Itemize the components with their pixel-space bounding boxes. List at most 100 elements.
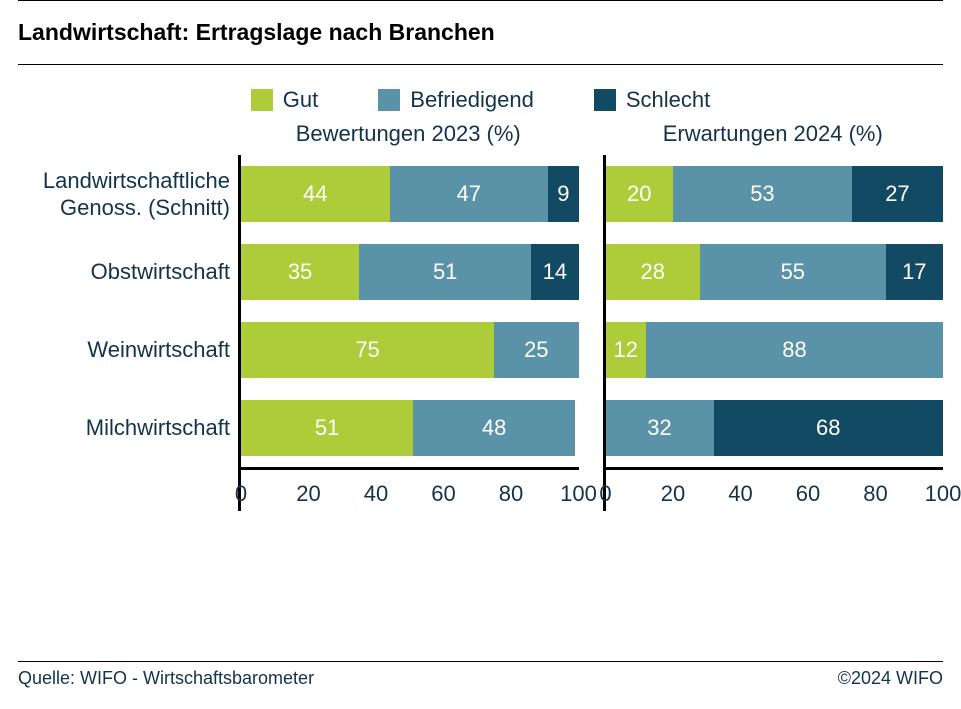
footer-source: Quelle: WIFO - Wirtschaftsbarometer — [18, 668, 314, 689]
chart-row: LandwirtschaftlicheGenoss. (Schnitt) 44 47… — [18, 155, 943, 233]
segment-schlecht: 27 — [852, 166, 943, 222]
segment-schlecht: 14 — [531, 244, 578, 300]
chart-title: Landwirtschaft: Ertragslage nach Branche… — [18, 1, 943, 64]
category-label-line: Landwirtschaftliche — [43, 167, 230, 195]
legend-label-gut: Gut — [283, 87, 318, 113]
segment-value: 27 — [885, 181, 909, 207]
segment-value: 51 — [433, 259, 457, 285]
chart-area: LandwirtschaftlicheGenoss. (Schnitt) 44 47… — [18, 155, 943, 511]
segment-gut: 44 — [241, 166, 390, 222]
x-tick: 60 — [796, 481, 820, 507]
x-tick: 0 — [599, 481, 611, 507]
legend-label-schlecht: Schlecht — [626, 87, 710, 113]
legend-item-gut: Gut — [251, 87, 318, 113]
segment-value: 68 — [816, 415, 840, 441]
plotcell-right: 20 53 27 — [603, 155, 944, 233]
segment-value: 44 — [303, 181, 327, 207]
bar: 51 48 — [241, 400, 575, 456]
legend-swatch-gut — [251, 89, 273, 111]
bar: 35 51 14 — [241, 244, 579, 300]
segment-befriedigend: 53 — [673, 166, 852, 222]
x-tick: 0 — [235, 481, 247, 507]
segment-befriedigend: 48 — [413, 400, 575, 456]
plotcell-right: 32 68 — [603, 389, 944, 467]
segment-value: 28 — [641, 259, 665, 285]
segment-value: 75 — [355, 337, 379, 363]
x-tick: 20 — [296, 481, 320, 507]
bar: 44 47 9 — [241, 166, 579, 222]
segment-value: 32 — [647, 415, 671, 441]
x-axis-right: 020406080100 — [603, 467, 944, 511]
segment-schlecht: 9 — [548, 166, 578, 222]
legend-swatch-schlecht — [594, 89, 616, 111]
legend-label-befriedigend: Befriedigend — [410, 87, 534, 113]
bar: 75 25 — [241, 322, 579, 378]
legend-swatch-befriedigend — [378, 89, 400, 111]
segment-gut: 35 — [241, 244, 359, 300]
chart-row: Obstwirtschaft355114285517 — [18, 233, 943, 311]
segment-befriedigend: 32 — [606, 400, 714, 456]
bar: 20 53 27 — [606, 166, 944, 222]
bar: 28 55 17 — [606, 244, 944, 300]
chart-row: Milchwirtschaft 51 48 32 68 — [18, 389, 943, 467]
x-axis-row: 020406080100020406080100 — [18, 467, 943, 511]
category-label-line: Milchwirtschaft — [86, 414, 230, 442]
segment-value: 9 — [557, 181, 569, 207]
x-tick: 20 — [661, 481, 685, 507]
segment-value: 55 — [781, 259, 805, 285]
category-label: Weinwirtschaft — [18, 311, 238, 389]
category-label: LandwirtschaftlicheGenoss. (Schnitt) — [18, 155, 238, 233]
x-axis-left: 020406080100 — [238, 467, 579, 511]
plotcell-right: 28 55 17 — [603, 233, 944, 311]
plotcell-left: 35 51 14 — [238, 233, 579, 311]
x-tick: 100 — [925, 481, 961, 507]
plotcell-left: 51 48 — [238, 389, 579, 467]
footer: Quelle: WIFO - Wirtschaftsbarometer ©202… — [18, 661, 943, 689]
plotcell-right: 12 88 — [603, 311, 944, 389]
x-tick: 60 — [431, 481, 455, 507]
category-label-line: Weinwirtschaft — [87, 336, 230, 364]
category-label: Milchwirtschaft — [18, 389, 238, 467]
segment-schlecht: 68 — [714, 400, 944, 456]
segment-value: 20 — [627, 181, 651, 207]
bar: 32 68 — [606, 400, 944, 456]
panel-title-left: Bewertungen 2023 (%) — [238, 121, 579, 147]
bar: 12 88 — [606, 322, 944, 378]
segment-value: 53 — [750, 181, 774, 207]
segment-gut: 51 — [241, 400, 413, 456]
segment-gut: 20 — [606, 166, 674, 222]
x-tick: 40 — [364, 481, 388, 507]
category-label-line: Genoss. (Schnitt) — [60, 194, 230, 222]
segment-value: 12 — [614, 337, 638, 363]
segment-gut: 28 — [606, 244, 701, 300]
segment-befriedigend: 25 — [494, 322, 578, 378]
x-tick: 40 — [728, 481, 752, 507]
segment-value: 25 — [524, 337, 548, 363]
segment-value: 17 — [902, 259, 926, 285]
segment-value: 47 — [457, 181, 481, 207]
segment-schlecht: 17 — [886, 244, 943, 300]
segment-befriedigend: 51 — [359, 244, 531, 300]
segment-value: 14 — [543, 259, 567, 285]
page: Landwirtschaft: Ertragslage nach Branche… — [0, 0, 961, 709]
segment-value: 35 — [288, 259, 312, 285]
chart-row: Weinwirtschaft 75 25 12 88 — [18, 311, 943, 389]
segment-befriedigend: 47 — [390, 166, 549, 222]
plotcell-left: 75 25 — [238, 311, 579, 389]
segment-value: 48 — [482, 415, 506, 441]
legend-item-befriedigend: Befriedigend — [378, 87, 534, 113]
panel-title-right: Erwartungen 2024 (%) — [603, 121, 944, 147]
panel-titles: Bewertungen 2023 (%) Erwartungen 2024 (%… — [18, 121, 943, 147]
legend: Gut Befriedigend Schlecht — [18, 87, 943, 113]
segment-value: 51 — [315, 415, 339, 441]
legend-item-schlecht: Schlecht — [594, 87, 710, 113]
segment-befriedigend: 55 — [700, 244, 886, 300]
plotcell-left: 44 47 9 — [238, 155, 579, 233]
segment-befriedigend: 88 — [646, 322, 943, 378]
x-tick: 100 — [560, 481, 597, 507]
segment-value: 88 — [782, 337, 806, 363]
segment-gut: 12 — [606, 322, 647, 378]
title-underline — [18, 64, 943, 65]
x-tick: 80 — [499, 481, 523, 507]
x-tick: 80 — [863, 481, 887, 507]
